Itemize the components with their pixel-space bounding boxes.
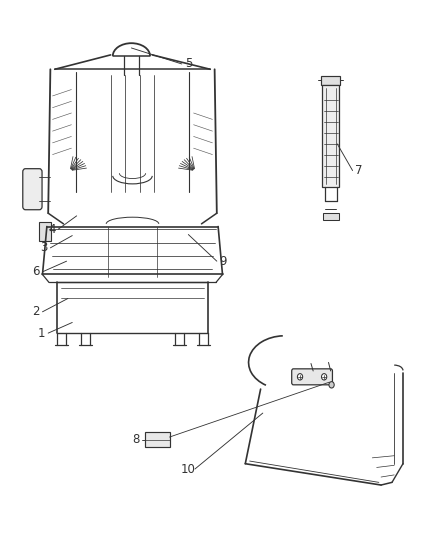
- Text: 6: 6: [32, 265, 40, 278]
- Bar: [322, 85, 339, 187]
- Text: 9: 9: [219, 255, 227, 268]
- Circle shape: [321, 374, 327, 380]
- Text: 2: 2: [32, 305, 40, 318]
- FancyBboxPatch shape: [292, 369, 332, 385]
- Text: 4: 4: [48, 223, 56, 236]
- Bar: [323, 213, 339, 220]
- Text: 3: 3: [40, 241, 47, 254]
- Text: 1: 1: [38, 327, 46, 340]
- Circle shape: [297, 374, 303, 380]
- Bar: [39, 222, 51, 241]
- Text: 10: 10: [181, 463, 196, 475]
- FancyBboxPatch shape: [23, 168, 42, 209]
- FancyBboxPatch shape: [145, 432, 170, 447]
- Text: 7: 7: [355, 164, 363, 177]
- Text: 8: 8: [132, 433, 139, 446]
- Bar: [321, 76, 340, 85]
- Text: 5: 5: [185, 58, 192, 70]
- Circle shape: [329, 382, 334, 388]
